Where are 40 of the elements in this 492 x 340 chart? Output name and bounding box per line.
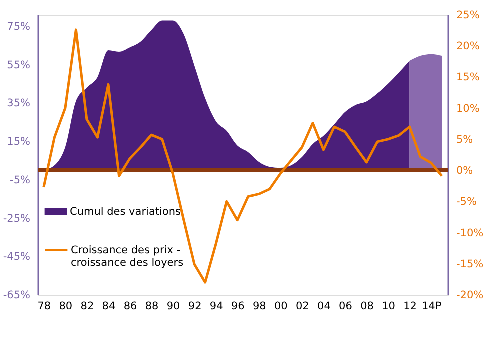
x-tick-label: 88 — [145, 300, 159, 312]
y2-tick-label: 10% — [456, 102, 480, 115]
x-tick-label: 78 — [38, 300, 52, 312]
x-tick-label: 86 — [124, 300, 138, 312]
x-tick-label: 96 — [231, 300, 246, 312]
legend-label: Croissance des prix - croissance des loyers — [71, 244, 184, 269]
legend-label: Cumul des variations — [70, 206, 181, 218]
y-tick-label: -5% — [10, 174, 31, 186]
line-series — [42, 28, 444, 284]
x-tick-label: 00 — [274, 300, 288, 312]
x-tick-label: 06 — [339, 300, 353, 312]
y-tick-label: -45% — [3, 251, 31, 264]
x-tick-label: 80 — [59, 300, 73, 312]
x-tick-label: 84 — [102, 300, 116, 312]
x-tick-label: 82 — [80, 300, 94, 312]
y2-tick-label: -5% — [456, 196, 477, 208]
x-tick-label: 02 — [296, 300, 310, 312]
x-tick-label: 12 — [404, 300, 417, 312]
y2-tick-label: 5% — [456, 134, 474, 146]
x-tick-label: 92 — [188, 300, 202, 312]
y2-tick-label: 20% — [456, 40, 480, 53]
x-tick-label: 08 — [360, 300, 374, 312]
y-tick-label: 15% — [7, 136, 31, 148]
y2-tick-label: 0% — [456, 165, 474, 178]
x-tick-label: 14P — [422, 300, 442, 312]
x-tick-label: 90 — [166, 300, 180, 312]
y2-tick-label: 25% — [456, 10, 480, 22]
y-tick-label: 75% — [7, 21, 31, 34]
y-tick-label: 35% — [7, 98, 31, 110]
y2-tick-label: -20% — [456, 290, 484, 302]
y-tick-label: -25% — [3, 212, 31, 225]
y-tick-label: 55% — [7, 59, 31, 72]
x-tick-label: 98 — [252, 300, 266, 312]
x-tick-label: 04 — [318, 300, 332, 312]
x-tick-label: 94 — [210, 300, 224, 312]
x-tick-label: 10 — [382, 300, 396, 312]
y2-tick-label: -10% — [456, 227, 484, 240]
y-tick-label: -65% — [3, 290, 31, 302]
y2-tick-label: 15% — [456, 72, 480, 84]
y2-tick-label: -15% — [456, 258, 484, 270]
